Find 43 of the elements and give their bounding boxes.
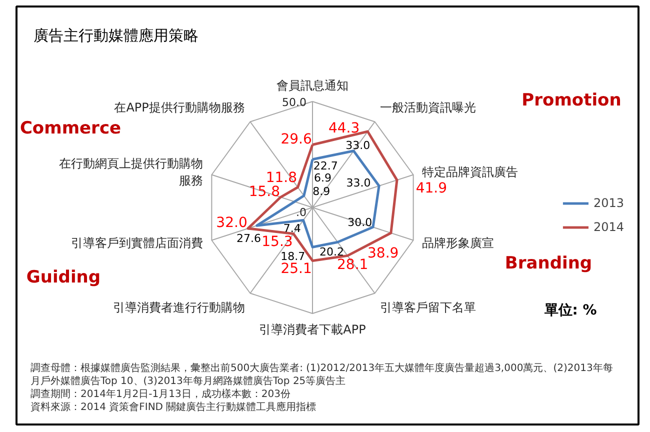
data-label: 22.7	[313, 159, 338, 172]
data-label: 27.6	[236, 232, 261, 246]
data-label: 8.9	[312, 185, 330, 198]
text: 調查母體：根據媒體廣告監測結果，彙整出前500大廣告業者: (1)2012/2013年五大媒體年度廣告量超過3,000萬元、(2)2013年每月戶外媒體廣告Top 10、(3)2013年每月網路媒體廣告Top 25等廣告主	[30, 362, 613, 387]
text: Commerce	[20, 118, 122, 138]
text: Guiding	[26, 268, 101, 288]
y-tick-label: 50.0	[282, 96, 307, 109]
text: 單位: %	[543, 302, 597, 318]
legend-label: 2014	[593, 220, 624, 234]
data-label: 25.1	[280, 260, 312, 277]
spoke-label: 在APP提供行動購物服務	[114, 100, 245, 114]
data-label: 20.2	[320, 245, 344, 258]
data-label: 6.9	[314, 171, 332, 184]
data-label: 15.8	[248, 184, 280, 200]
data-label: 33.0	[346, 139, 370, 152]
data-label: 32.0	[216, 215, 248, 232]
data-label: 44.3	[328, 120, 360, 136]
spoke-label: 引導客戶到實體店面消費	[71, 236, 204, 250]
chart-title: 廣告主行動媒體應用策略	[34, 26, 198, 44]
data-label: 28.1	[337, 256, 368, 273]
spoke-label: 一般活動資訊曝光	[380, 100, 476, 114]
spoke-label: 在行動網頁上提供行動購物服務	[59, 156, 204, 188]
y-tick-label: .0	[296, 206, 307, 219]
spoke-label: 引導消費者下載APP	[259, 322, 366, 336]
data-label: 15.3	[262, 234, 293, 250]
text: Branding	[504, 254, 592, 274]
spoke-label: 會員訊息通知	[276, 78, 348, 92]
legend-label: 2013	[593, 196, 624, 210]
spoke-label: 引導客戶留下名單	[380, 300, 476, 315]
spoke-label: 品牌形象廣宣	[422, 236, 494, 250]
spoke-label: 引導消費者進行行動購物	[112, 300, 245, 315]
data-label: 11.8	[266, 170, 297, 186]
data-label: 33.0	[346, 176, 371, 190]
data-label: 41.9	[416, 180, 448, 196]
text: Promotion	[522, 90, 622, 110]
data-label: 29.6	[280, 132, 312, 148]
source-note: 資料來源：2014 資策會FIND 關鍵廣告主行動媒體工具應用指標	[30, 401, 316, 413]
text: 調查期間：2014年1月2日-1月13日，成功樣本數：203份	[30, 388, 290, 400]
data-label: 30.0	[348, 216, 372, 230]
data-label: 7.4	[283, 222, 301, 236]
data-label: 18.7	[280, 250, 306, 263]
data-label: 38.9	[368, 245, 399, 262]
spoke-label: 特定品牌資訊廣告	[422, 164, 518, 179]
